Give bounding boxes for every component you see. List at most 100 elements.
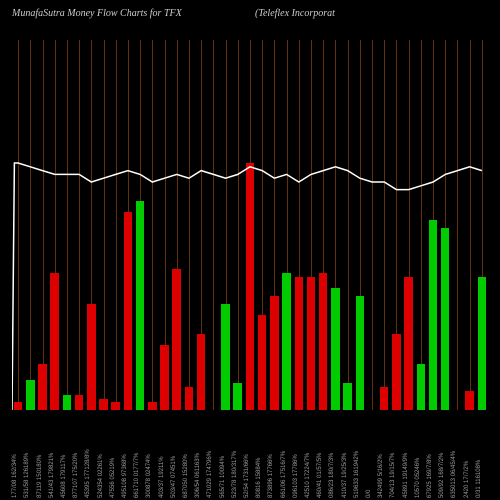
- x-axis-label: 523/78 180/317%: [232, 451, 238, 498]
- x-axis-label: 541/43 179821%: [49, 453, 55, 498]
- grid-line: [384, 40, 385, 410]
- volume-bar: [343, 383, 352, 410]
- bar-column: [49, 30, 61, 410]
- volume-bar: [124, 212, 133, 410]
- x-axis-label: 687050 15280%: [183, 454, 189, 498]
- x-axis-label: 661710 0177/7%: [134, 453, 140, 498]
- grid-line: [372, 40, 373, 410]
- bar-column: [244, 30, 256, 410]
- grid-line: [67, 40, 68, 410]
- volume-bar: [356, 296, 365, 410]
- volume-bar: [331, 288, 340, 410]
- volume-bar: [319, 273, 328, 410]
- volume-bar: [111, 402, 120, 410]
- volume-bar: [417, 364, 426, 410]
- volume-bar: [380, 387, 389, 410]
- bar-column: [146, 30, 158, 410]
- volume-bar: [172, 269, 181, 410]
- bar-column: [171, 30, 183, 410]
- volume-bar: [75, 395, 84, 410]
- x-axis-label: 45891 19149/9%: [403, 453, 409, 498]
- x-axis-label: 80816 15884%: [256, 458, 262, 498]
- volume-bar: [87, 304, 96, 410]
- volume-bar: [63, 395, 72, 410]
- bar-column: [256, 30, 268, 410]
- x-axis-label: 086/23 180/7/3%: [329, 453, 335, 498]
- x-axis-label: 45395 177128/8%: [85, 449, 91, 498]
- bar-column: [122, 30, 134, 410]
- x-axis-label: 509/92 168/7/2%: [439, 453, 445, 498]
- grid-line: [470, 40, 471, 410]
- bar-column: [134, 30, 146, 410]
- x-axis-label: 704/13 19/15/7%: [390, 453, 396, 498]
- x-axis-label: 87119 150180%: [37, 455, 43, 498]
- volume-bar: [50, 273, 59, 410]
- bar-column: [97, 30, 109, 410]
- bar-column: [61, 30, 73, 410]
- x-axis-label: 47556 05219%: [110, 458, 116, 498]
- x-axis-label: 300878 02474%: [146, 454, 152, 498]
- chart-area: [12, 30, 488, 410]
- grid-line: [348, 40, 349, 410]
- volume-bar: [26, 380, 35, 410]
- grid-line: [457, 40, 458, 410]
- volume-bar: [429, 220, 438, 410]
- volume-bar: [258, 315, 267, 410]
- x-axis-label: 519633 161942%: [354, 451, 360, 498]
- grid-line: [152, 40, 153, 410]
- bar-column: [451, 30, 463, 410]
- bar-column: [378, 30, 390, 410]
- x-axis-label: 877107 175/20%: [73, 453, 79, 498]
- bar-column: [36, 30, 48, 410]
- x-axis-label: 503/47 07451%: [171, 456, 177, 498]
- volume-bar: [270, 296, 279, 410]
- x-axis-label: 342499 5/16/2%: [378, 454, 384, 498]
- bar-column: [207, 30, 219, 410]
- bar-column: [464, 30, 476, 410]
- bar-column: [110, 30, 122, 410]
- bar-column: [24, 30, 36, 410]
- bar-column: [415, 30, 427, 410]
- volume-bar: [307, 277, 316, 410]
- bar-column: [183, 30, 195, 410]
- chart-subtitle: (Teleflex Incorporat: [255, 8, 335, 19]
- x-axis-label: 460/41 01/57/5%: [317, 453, 323, 498]
- x-axis-label: 2420 17/7/2%: [464, 461, 470, 498]
- grid-line: [79, 40, 80, 410]
- x-axis-label: 403/37 19211%: [159, 456, 165, 498]
- x-axis-label: 635013 06/45/4%: [451, 451, 457, 498]
- x-axis-label: 524354 02261%: [98, 454, 104, 498]
- grid-line: [104, 40, 105, 410]
- bar-column: [354, 30, 366, 410]
- bar-column: [329, 30, 341, 410]
- x-axis-label: 177/08 162/34%: [12, 454, 18, 498]
- bar-column: [403, 30, 415, 410]
- x-axis-label: 42510 17224/7%: [305, 453, 311, 498]
- volume-bar: [282, 273, 291, 410]
- volume-bar: [99, 399, 108, 410]
- x-axis-label: 0/0: [366, 490, 372, 498]
- bar-column: [195, 30, 207, 410]
- volume-bar: [185, 387, 194, 410]
- bar-column: [280, 30, 292, 410]
- grid-line: [30, 40, 31, 410]
- x-axis-label: 10570 05246%: [415, 458, 421, 498]
- bar-column: [158, 30, 170, 410]
- volume-bar: [233, 383, 242, 410]
- volume-bar: [478, 277, 487, 410]
- volume-bar: [441, 228, 450, 410]
- grid-line: [43, 40, 44, 410]
- bar-column: [73, 30, 85, 410]
- x-axis-label: 495108 97368%: [122, 454, 128, 498]
- volume-bar: [246, 163, 255, 410]
- volume-bar: [14, 402, 23, 410]
- bar-column: [439, 30, 451, 410]
- bar-column: [232, 30, 244, 410]
- grid-line: [18, 40, 19, 410]
- volume-bar: [392, 334, 401, 410]
- bar-column: [317, 30, 329, 410]
- volume-bar: [38, 364, 47, 410]
- grid-line: [238, 40, 239, 410]
- volume-bar: [221, 304, 230, 410]
- grid-line: [116, 40, 117, 410]
